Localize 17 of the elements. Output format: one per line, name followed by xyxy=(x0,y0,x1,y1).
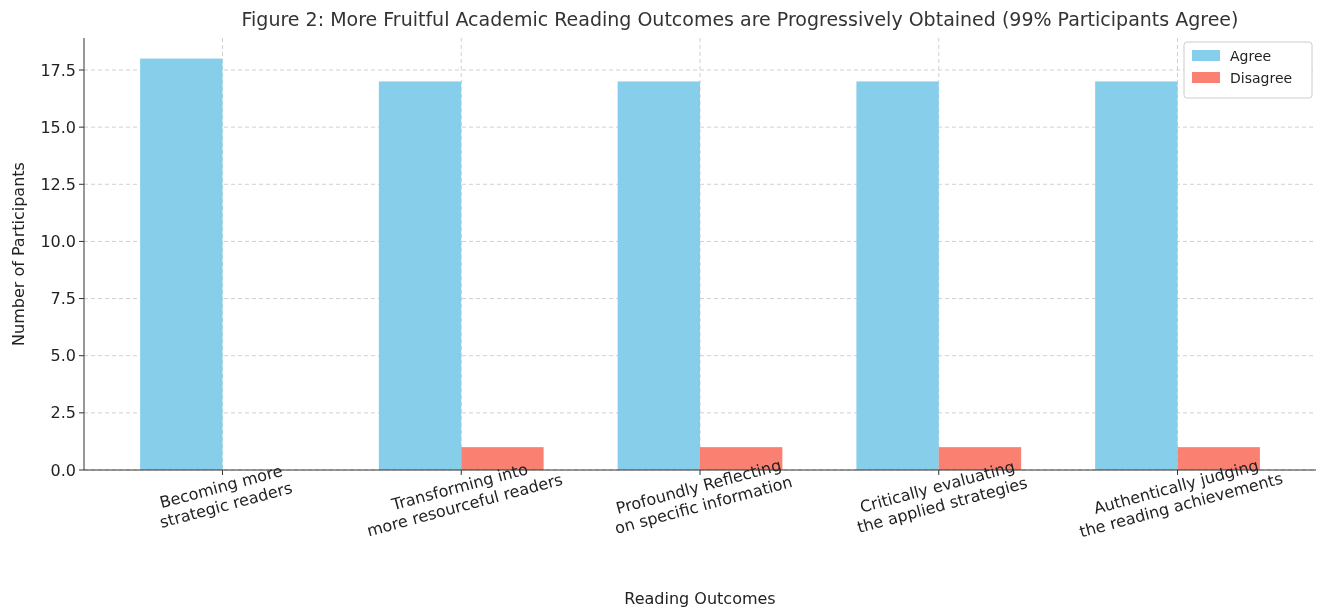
legend-label: Disagree xyxy=(1230,69,1293,86)
bar xyxy=(140,58,223,470)
y-tick-label: 7.5 xyxy=(50,289,76,309)
y-tick-label: 10.0 xyxy=(40,232,76,252)
y-axis-title: Number of Participants xyxy=(9,162,28,346)
y-tick-label: 0.0 xyxy=(50,460,76,480)
bar xyxy=(378,81,462,470)
bar xyxy=(1095,81,1178,470)
y-tick-label: 12.5 xyxy=(40,174,76,194)
chart-title: Figure 2: More Fruitful Academic Reading Outcomes are Progressively Obtained (99% Participants Agree) xyxy=(241,8,1239,30)
x-axis-title: Reading Outcomes xyxy=(624,589,776,608)
y-tick-label: 2.5 xyxy=(50,403,76,423)
y-tick-label: 15.0 xyxy=(40,117,76,137)
y-tick-label: 17.5 xyxy=(40,60,76,80)
bar xyxy=(617,81,700,470)
y-tick-label: 5.0 xyxy=(50,346,76,366)
legend-label: Agree xyxy=(1230,47,1272,64)
